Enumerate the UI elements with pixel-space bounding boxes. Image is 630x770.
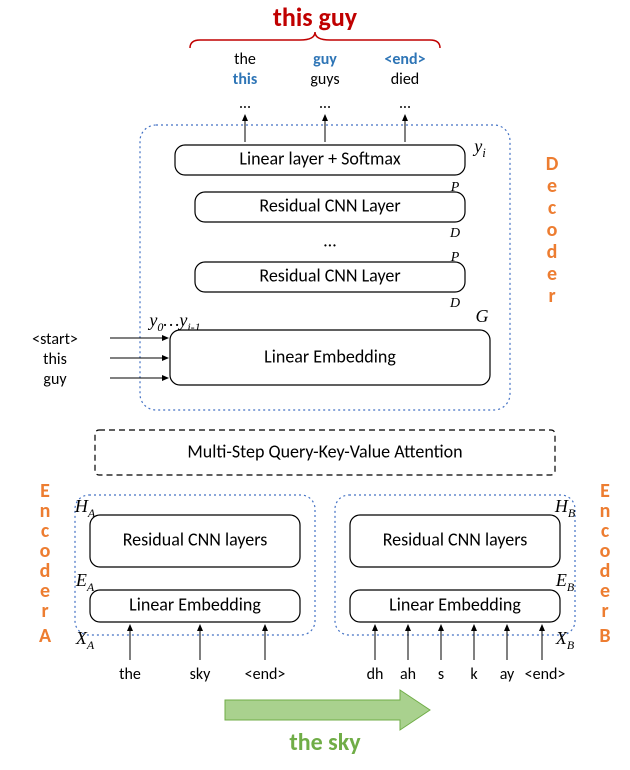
enc-b-res-label: Residual CNN layers [383, 528, 528, 550]
enc-a-inputs: the sky <end> [119, 625, 285, 684]
output-candidates: the this … guy guys … <end> died … [233, 50, 426, 113]
softmax-label: Linear layer + Softmax [239, 147, 400, 169]
enc-a-res-label: Residual CNN layers [123, 528, 268, 550]
svg-text:A: A [39, 624, 52, 648]
decoder-label: D e c o d e r [546, 152, 559, 308]
y-i-label: yi [472, 136, 486, 160]
svg-text:c: c [548, 196, 557, 220]
cand-2-dots: … [319, 94, 330, 113]
svg-text:B: B [599, 624, 610, 648]
HB-label: HB [554, 496, 576, 520]
cand-3-pick: died [391, 70, 419, 89]
decoder-inputs: <start> this guy [32, 330, 168, 389]
svg-text:r: r [41, 599, 48, 623]
bottom-label: the sky [289, 728, 361, 757]
d-2: D [449, 296, 460, 311]
eb-in-5: ay [500, 665, 515, 684]
eb-in-1: dh [367, 665, 384, 684]
d-1: D [449, 226, 460, 241]
cand-1-top: the [234, 50, 256, 69]
eb-in-4: k [470, 665, 478, 684]
XB-label: XB [555, 628, 575, 652]
ea-in-1: the [119, 665, 141, 684]
eb-in-3: s [438, 665, 444, 684]
HA-label: HA [74, 496, 96, 520]
enc-b-inputs: dh ah s k ay <end> [367, 625, 566, 684]
encoder-a-label: E n c o d e r A [39, 479, 52, 648]
title-text: this guy [273, 1, 358, 33]
cand-2-top: guy [313, 50, 337, 69]
res-cnn-2-label: Residual CNN Layer [259, 264, 400, 286]
XA-label: XA [75, 628, 95, 652]
g-label: G [476, 306, 489, 326]
EB-label: EB [555, 570, 575, 594]
encoder-b-label: E n c o d e r B [599, 479, 610, 648]
svg-text:e: e [547, 262, 557, 286]
decoder-embed-label: Linear Embedding [264, 345, 396, 367]
dec-in-2: this [43, 350, 67, 369]
brace [190, 32, 440, 48]
ea-in-3: <end> [245, 665, 286, 684]
EA-label: EA [75, 570, 95, 594]
attention-label: Multi-Step Query-Key-Value Attention [187, 440, 462, 462]
cand-1-pick: this [233, 70, 257, 89]
enc-b-embed-label: Linear Embedding [389, 593, 521, 615]
dec-in-3: guy [43, 370, 67, 389]
svg-text:r: r [601, 599, 608, 623]
cand-2-pick: guys [310, 70, 339, 89]
svg-text:e: e [547, 174, 557, 198]
ea-in-2: sky [190, 665, 212, 684]
eb-in-2: ah [400, 665, 416, 684]
decoder-dots: … [324, 229, 336, 251]
eb-in-6: <end> [525, 665, 566, 684]
svg-text:D: D [546, 152, 559, 176]
svg-text:r: r [548, 284, 555, 308]
svg-text:o: o [547, 218, 558, 242]
svg-text:d: d [547, 240, 558, 264]
res-cnn-1-label: Residual CNN Layer [259, 194, 400, 216]
cand-3-top: <end> [384, 50, 425, 69]
diagram-canvas: this guy the this … guy guys … <end> die… [0, 0, 630, 770]
green-arrow [225, 690, 430, 730]
cand-3-dots: … [399, 94, 410, 113]
dec-in-1: <start> [32, 330, 78, 349]
enc-a-embed-label: Linear Embedding [129, 593, 261, 615]
cand-1-dots: … [239, 94, 250, 113]
